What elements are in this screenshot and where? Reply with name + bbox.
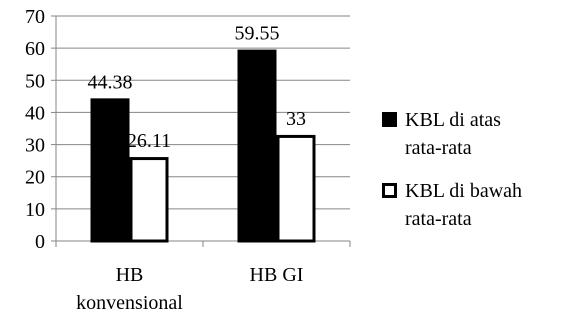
category-label-line: HB (116, 264, 144, 286)
bar (276, 134, 316, 243)
legend: KBL di atas rata-rata KBL di bawah rata-rat… (382, 109, 522, 230)
bars (90, 49, 316, 243)
category-label: HB GI (250, 264, 304, 286)
legend-swatch (382, 112, 397, 127)
data-label: 26.11 (127, 130, 171, 152)
data-label: 44.38 (88, 71, 133, 93)
legend-label: KBL di atas rata-rata (405, 109, 501, 159)
legend-label-line: KBL di bawah (405, 180, 522, 202)
data-labels: 44.38 26.11 59.55 33 (88, 23, 307, 152)
y-tick-label: 50 (25, 70, 45, 92)
category-label-line: HB GI (250, 264, 304, 286)
y-tick-label: 0 (35, 231, 45, 253)
y-tick-label: 10 (25, 199, 45, 221)
bar (129, 157, 169, 243)
category-label-line: konvensional (76, 292, 183, 314)
legend-label-line: rata-rata (405, 137, 472, 159)
y-tick-label: 30 (25, 135, 45, 157)
legend-label: KBL di bawah rata-rata (405, 180, 522, 230)
bar (237, 49, 277, 243)
y-tick-label: 70 (25, 6, 45, 28)
y-tick-label: 40 (25, 102, 45, 124)
legend-label-line: rata-rata (405, 208, 472, 230)
y-tick-label: 20 (25, 167, 45, 189)
data-label: 59.55 (235, 23, 280, 45)
legend-label-line: KBL di atas (405, 109, 501, 131)
category-label: HB konvensional (76, 264, 183, 314)
data-label: 33 (286, 108, 306, 130)
bar (90, 98, 130, 243)
legend-swatch (382, 183, 397, 198)
y-tick-label: 60 (25, 38, 45, 60)
